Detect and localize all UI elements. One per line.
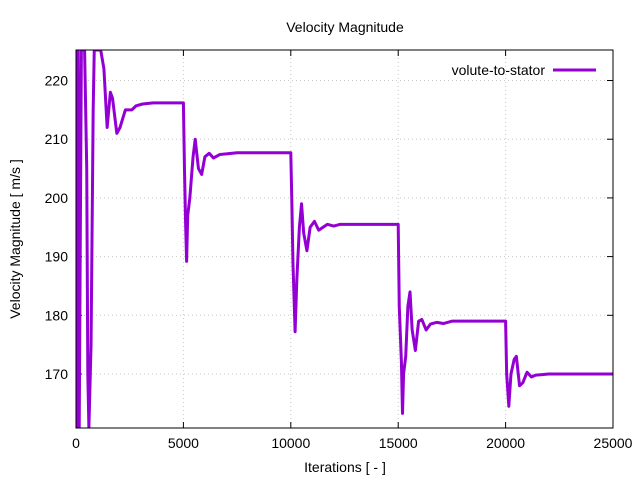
series-layer — [76, 50, 613, 428]
x-tick-label: 10000 — [271, 435, 310, 451]
axis-ticks — [75, 50, 614, 428]
x-tick-label: 25000 — [594, 435, 633, 451]
x-tick-label: 20000 — [486, 435, 525, 451]
y-axis-label: Velocity Magnitude [ m/s ] — [7, 159, 23, 319]
series-line-volute-to-stator — [76, 50, 613, 428]
grid — [76, 50, 613, 428]
legend-label: volute-to-stator — [452, 62, 546, 78]
y-tick-label: 190 — [45, 249, 69, 265]
tick-labels: 0 5000 10000 15000 20000 25000 170 180 190 200 210… — [45, 73, 633, 451]
x-tick-label: 0 — [72, 435, 80, 451]
x-tick-label: 15000 — [379, 435, 418, 451]
y-tick-label: 170 — [45, 366, 69, 382]
legend: volute-to-stator — [452, 62, 596, 78]
y-tick-label: 200 — [45, 190, 69, 206]
plot-frame — [75, 49, 614, 429]
y-tick-label: 220 — [45, 73, 69, 89]
y-tick-label: 180 — [45, 307, 69, 323]
y-tick-label: 210 — [45, 131, 69, 147]
chart-title: Velocity Magnitude — [286, 19, 404, 35]
x-tick-label: 5000 — [168, 435, 199, 451]
x-axis-label: Iterations [ - ] — [304, 459, 386, 475]
